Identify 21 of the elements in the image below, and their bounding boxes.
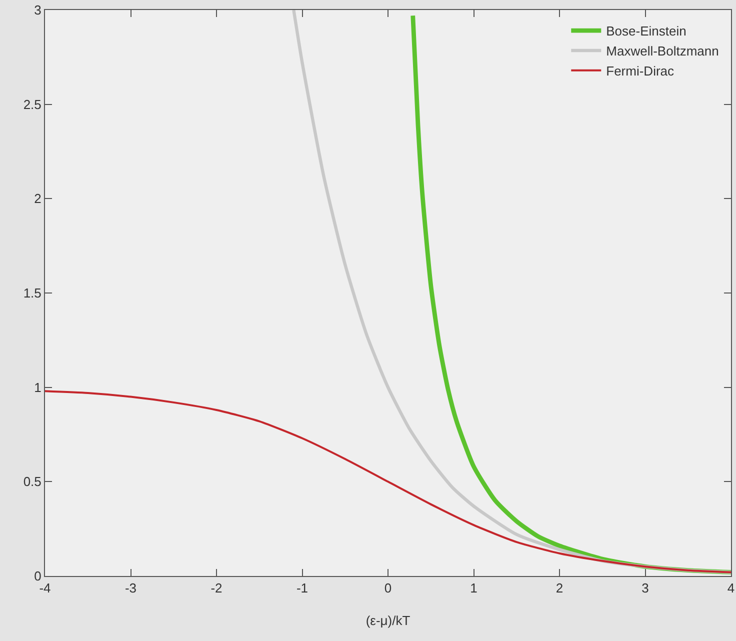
x-tick-label: 1 xyxy=(470,580,478,596)
y-tick-label: 0.5 xyxy=(23,474,42,490)
y-tick-label: 1 xyxy=(34,380,42,395)
legend-label: Maxwell-Boltzmann xyxy=(606,44,719,59)
line-series xyxy=(45,390,731,574)
y-tick-label: 2.5 xyxy=(23,96,42,112)
y-tick-label: 3 xyxy=(34,2,42,18)
x-tick-label: 0 xyxy=(384,580,392,596)
x-tick-label: -3 xyxy=(124,580,137,596)
legend-label: Fermi-Dirac xyxy=(606,63,675,78)
x-tick-label: -4 xyxy=(39,580,51,596)
x-tick-label: -2 xyxy=(210,580,222,596)
y-tick-label: 0 xyxy=(34,568,42,584)
legend-label: Bose-Einstein xyxy=(606,24,686,39)
y-tick-label: 2 xyxy=(34,191,42,206)
x-tick-label: 4 xyxy=(727,580,735,596)
y-tick-label: 1.5 xyxy=(23,286,42,301)
x-tick-label: 2 xyxy=(556,580,564,596)
x-axis-title: (ε-μ)/kT xyxy=(366,613,410,628)
x-tick-label: -1 xyxy=(296,580,308,596)
x-tick-label: 3 xyxy=(642,580,649,596)
